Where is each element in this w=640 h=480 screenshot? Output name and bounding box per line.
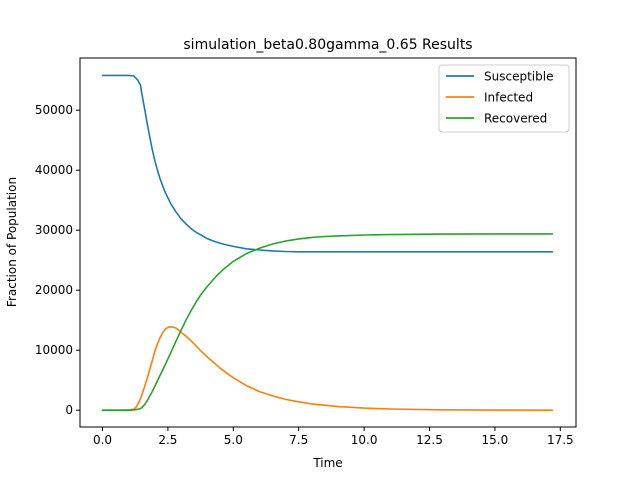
y-tick-label: 20000 <box>35 283 73 297</box>
x-tick-label: 7.5 <box>289 433 308 447</box>
x-axis-ticks: 0.0 2.5 5.0 7.5 10.0 12.5 15.0 17.5 <box>93 427 574 447</box>
y-tick-label: 30000 <box>35 223 73 237</box>
x-tick-label: 17.5 <box>547 433 574 447</box>
x-tick-label: 0.0 <box>93 433 112 447</box>
legend-label-susceptible: Susceptible <box>484 70 553 84</box>
y-tick-label: 0 <box>65 403 73 417</box>
legend-label-infected: Infected <box>484 91 533 105</box>
series-layer <box>101 74 554 411</box>
y-tick-label: 50000 <box>35 103 73 117</box>
y-tick-label: 10000 <box>35 343 73 357</box>
x-tick-label: 2.5 <box>158 433 177 447</box>
legend: Susceptible Infected Recovered <box>438 64 570 133</box>
y-axis-ticks: 0 10000 20000 30000 40000 50000 <box>35 103 80 417</box>
x-axis-label: Time <box>312 456 342 470</box>
chart-title: simulation_beta0.80gamma_0.65 Results <box>183 37 472 53</box>
series-line-susceptible <box>101 74 554 253</box>
y-axis-label: Fraction of Population <box>5 177 19 307</box>
x-tick-label: 15.0 <box>482 433 509 447</box>
series-line-recovered <box>101 233 554 411</box>
plot-area-frame <box>79 57 577 428</box>
y-tick-label: 40000 <box>35 163 73 177</box>
series-line-infected <box>101 326 554 411</box>
x-tick-label: 12.5 <box>416 433 443 447</box>
x-tick-label: 10.0 <box>351 433 378 447</box>
legend-box <box>438 64 570 133</box>
legend-label-recovered: Recovered <box>484 112 547 126</box>
x-tick-label: 5.0 <box>224 433 243 447</box>
